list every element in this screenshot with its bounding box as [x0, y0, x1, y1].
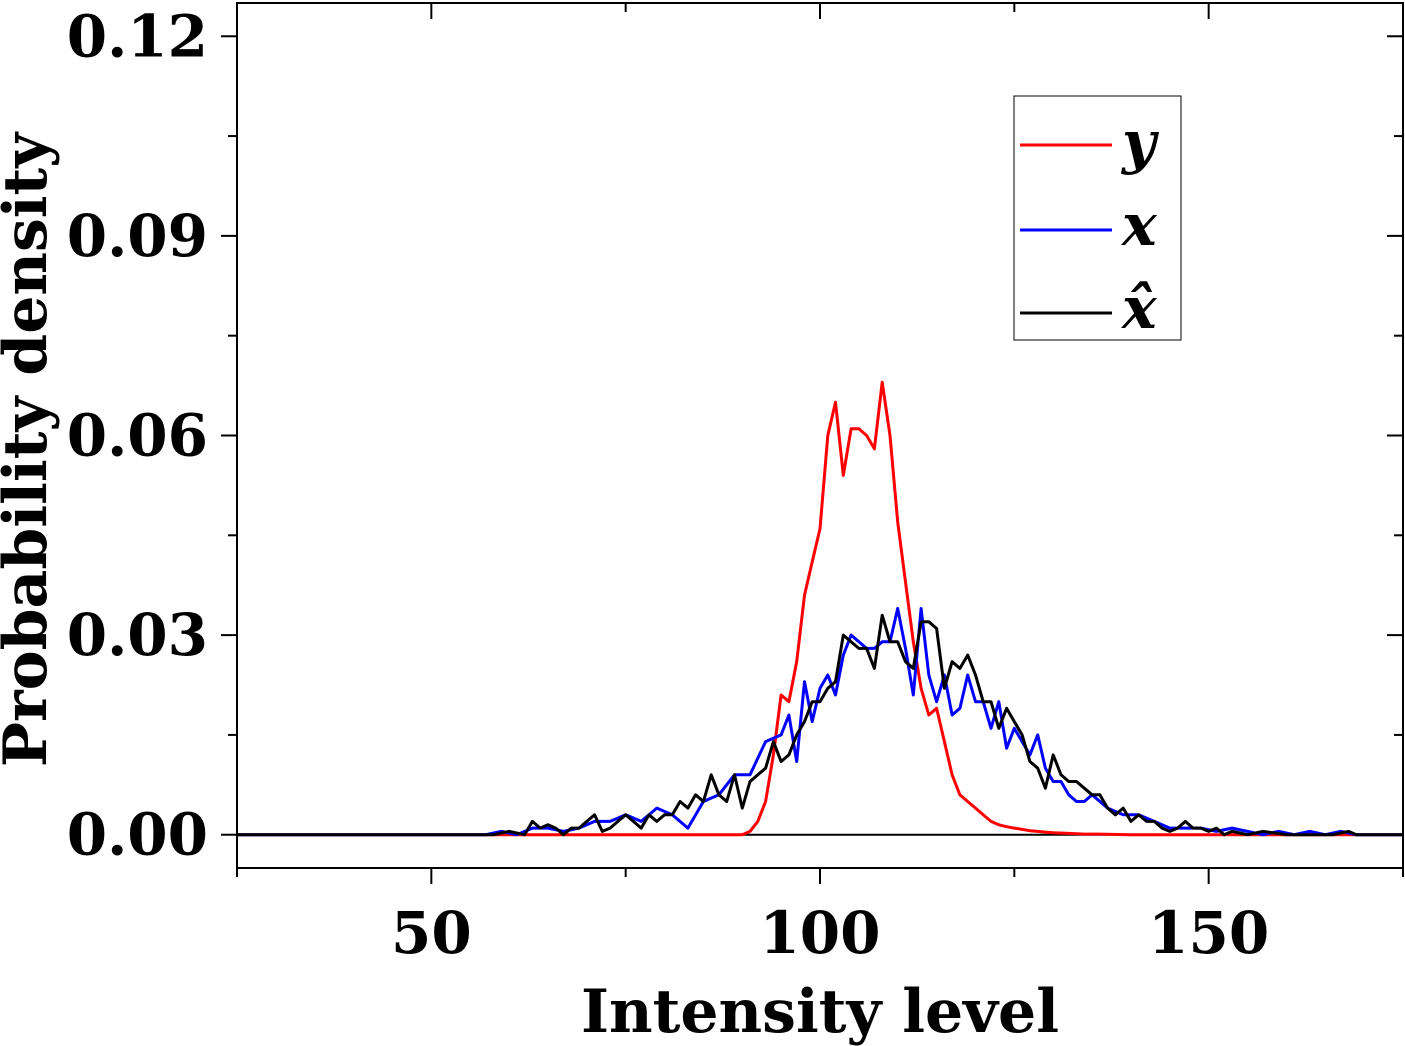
plot-border [236, 2, 1404, 869]
series-line-1 [237, 607, 1403, 837]
y-axis-title: Probability density [0, 131, 61, 767]
y-tick-label: 0.06 [67, 402, 208, 470]
legend-label-x: x [1120, 191, 1158, 259]
x-axis-ticks: 50 100 150 [236, 3, 1404, 967]
legend: y x x̂ [1013, 95, 1182, 342]
x-tick-label: 50 [391, 899, 472, 967]
x-axis-title: Intensity level [581, 977, 1059, 1046]
y-tick-label: 0.09 [67, 202, 208, 270]
series-line-0 [237, 380, 1403, 837]
x-tick-label: 100 [759, 899, 880, 967]
y-tick-label: 0.03 [67, 601, 208, 669]
plot-frame [236, 2, 1404, 869]
y-tick-label: 0.12 [67, 2, 208, 70]
y-tick-label: 0.00 [67, 801, 208, 869]
x-tick-label: 150 [1148, 899, 1269, 967]
legend-box [1013, 95, 1182, 341]
series-layer [237, 380, 1403, 837]
y-axis-ticks: 0.00 0.03 0.06 0.09 0.12 [67, 2, 1403, 869]
legend-label-y: y [1120, 108, 1160, 176]
legend-label-xhat: x̂ [1120, 274, 1158, 342]
series-line-2 [237, 613, 1403, 837]
